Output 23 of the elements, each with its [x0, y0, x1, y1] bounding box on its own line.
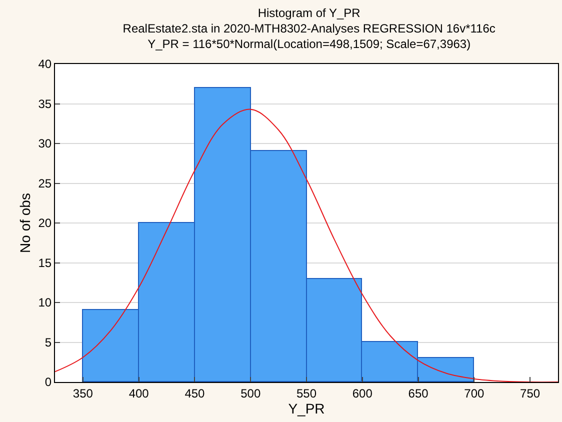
chart-subtitle: RealEstate2.sta in 2020-MTH8302-Analyses REGRESSION 16v*116c Y_PR = 116*50*Normal(Location=498,1509; Scale=67,3963) — [122, 21, 496, 52]
x-axis-title: Y_PR — [288, 400, 325, 417]
y-tick-label: 10 — [38, 296, 52, 310]
chart-title: Histogram of Y_PR — [258, 6, 361, 20]
x-tick-label: 350 — [72, 386, 94, 400]
y-axis-title: No of obs — [16, 193, 33, 253]
x-tick-label: 400 — [128, 386, 150, 400]
y-tick-label: 5 — [44, 335, 52, 350]
x-tick-label: 550 — [296, 386, 317, 400]
x-tick-label: 600 — [352, 386, 373, 400]
x-tick-label: 450 — [184, 386, 206, 400]
y-tick-label: 35 — [38, 96, 52, 111]
y-tick-label: 40 — [38, 57, 52, 72]
x-tick-label: 650 — [408, 386, 429, 400]
y-tick-label: 30 — [38, 136, 52, 151]
y-tick-label: 15 — [38, 256, 52, 270]
x-tick-label: 700 — [464, 386, 484, 400]
x-tick-label: 500 — [240, 386, 261, 400]
y-tick-label: 20 — [38, 216, 52, 230]
x-tick-label: 750 — [520, 386, 540, 400]
y-tick-label: 25 — [38, 176, 52, 190]
line-series — [55, 108, 558, 382]
y-tick-label: 0 — [44, 375, 52, 390]
